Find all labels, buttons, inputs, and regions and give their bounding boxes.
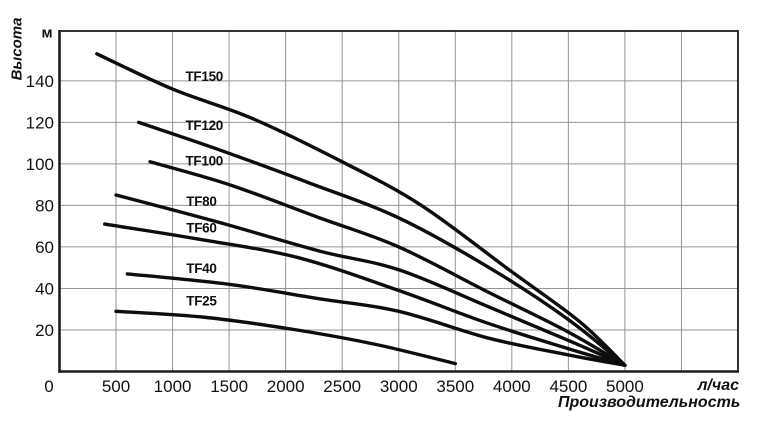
- y-tick-label-100: 100: [26, 155, 54, 174]
- x-axis-title: Производительность: [558, 394, 741, 411]
- y-tick-label-40: 40: [35, 279, 54, 298]
- x-tick-label-4000: 4000: [493, 377, 531, 396]
- curve-tf80: [114, 193, 627, 367]
- x-tick-label-5000: 5000: [606, 377, 644, 396]
- curve-tf100: [148, 160, 627, 367]
- curve-label-tf100: TF100: [185, 153, 223, 168]
- x-tick-label-1000: 1000: [154, 377, 192, 396]
- x-tick-label-3500: 3500: [436, 377, 474, 396]
- curve-tf150: [95, 52, 627, 367]
- x-tick-label-4500: 4500: [549, 377, 587, 396]
- curve-tf25: [114, 309, 457, 366]
- x-tick-label-0: 0: [44, 377, 53, 396]
- x-tick-label-2000: 2000: [267, 377, 305, 396]
- x-tick-label-1500: 1500: [210, 377, 248, 396]
- y-tick-label-120: 120: [26, 113, 54, 132]
- curve-label-tf60: TF60: [186, 221, 216, 236]
- curve-tf120: [137, 120, 627, 367]
- curve-label-tf80: TF80: [186, 194, 216, 209]
- y-axis-title: Высота: [8, 17, 26, 81]
- y-tick-label-20: 20: [35, 321, 54, 340]
- y-tick-label-60: 60: [35, 238, 54, 257]
- curve-label-tf150: TF150: [185, 69, 223, 84]
- curve-label-tf40: TF40: [186, 261, 216, 276]
- x-tick-label-2500: 2500: [323, 377, 361, 396]
- y-tick-label-140: 140: [26, 72, 54, 91]
- curve-tf60: [103, 222, 627, 367]
- curve-label-tf25: TF25: [186, 293, 217, 308]
- curve-label-tf120: TF120: [185, 118, 223, 133]
- y-axis-unit: м: [41, 24, 53, 42]
- curve-tf40: [125, 272, 627, 367]
- x-tick-label-500: 500: [102, 377, 130, 396]
- x-axis-unit: л/час: [697, 377, 739, 394]
- y-tick-label-80: 80: [35, 196, 54, 215]
- x-tick-label-3000: 3000: [380, 377, 418, 396]
